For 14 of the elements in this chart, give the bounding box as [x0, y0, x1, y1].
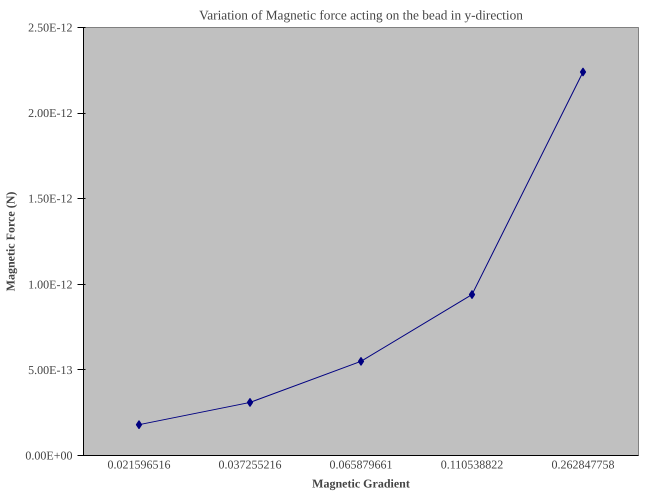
chart-title: Variation of Magnetic force acting on the bead in y-direction [199, 8, 524, 22]
y-tick-label: 0.00E+00 [25, 448, 73, 462]
y-tick-label: 1.00E-12 [28, 277, 72, 292]
y-tick-label: 2.00E-12 [28, 106, 72, 120]
x-tick-label: 0.262847758 [552, 458, 614, 472]
y-tick-label: 5.00E-13 [28, 362, 72, 377]
x-tick-label: 0.065879661 [330, 458, 392, 472]
x-tick-label: 0.021596516 [108, 458, 170, 472]
x-axis-title: Magnetic Gradient [312, 476, 410, 490]
y-axis-title: Magnetic Force (N) [3, 192, 18, 292]
x-tick-label: 0.037255216 [218, 458, 282, 472]
x-tick-label: 0.110538822 [440, 458, 504, 472]
y-tick-label: 2.50E-12 [28, 20, 72, 34]
y-tick-label: 1.50E-12 [28, 192, 72, 206]
